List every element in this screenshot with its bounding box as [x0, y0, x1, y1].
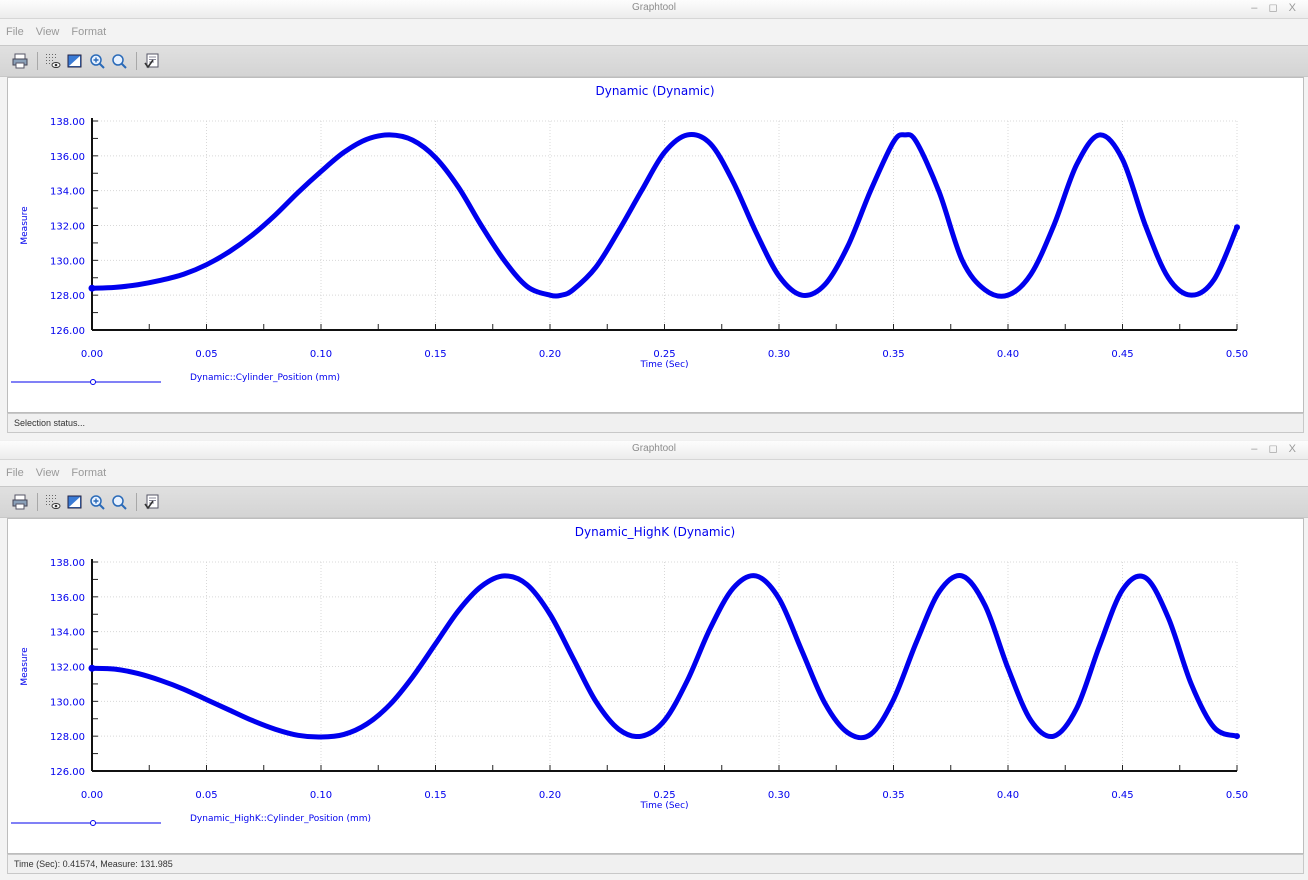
menu-bar: File View Format: [0, 460, 1308, 486]
print-icon[interactable]: [10, 51, 30, 71]
fit-icon[interactable]: [65, 51, 85, 71]
x-tick-label: 0.35: [882, 349, 904, 360]
series-end-point: [1234, 733, 1240, 740]
chart-title: Dynamic (Dynamic): [595, 84, 714, 98]
graphtool-window: Graphtool – ◻ X File View Format 0.00 0.0…: [0, 0, 1308, 433]
x-tick-label: 0.05: [195, 349, 217, 360]
chart: 0.00 0.05 0.10 0.15 0.20 0.25 0.30 0.35 0.40 0.45…: [11, 525, 1248, 826]
title-bar: Graphtool – ◻ X: [0, 0, 1308, 19]
legend-marker: [90, 379, 96, 385]
y-tick-label: 134.00: [50, 187, 85, 198]
x-tick-label: 0.40: [997, 790, 1019, 801]
menu-file[interactable]: File: [6, 26, 24, 38]
properties-icon[interactable]: [142, 51, 162, 71]
x-tick-label: 0.30: [768, 349, 790, 360]
print-icon[interactable]: [10, 492, 30, 512]
x-tick-label: 0.40: [997, 349, 1019, 360]
x-tick-label: 0.05: [195, 790, 217, 801]
legend-label: Dynamic::Cylinder_Position (mm): [190, 373, 340, 383]
title-bar: Graphtool – ◻ X: [0, 441, 1308, 460]
x-tick-label: 0.25: [653, 790, 675, 801]
series-line: [89, 573, 1240, 741]
status-bar: Time (Sec): 0.41574, Measure: 131.985: [7, 854, 1304, 874]
x-tick-label: 0.50: [1226, 790, 1248, 801]
y-tick-label: 130.00: [50, 697, 85, 708]
zoom-in-icon[interactable]: [87, 51, 107, 71]
x-tick-label: 0.15: [424, 790, 446, 801]
zoom-in-icon[interactable]: [87, 492, 107, 512]
x-tick-label: 0.00: [81, 790, 103, 801]
plot-area[interactable]: 0.00 0.05 0.10 0.15 0.20 0.25 0.30 0.35 0.40 0.45…: [7, 518, 1304, 854]
toolbar: [0, 45, 1308, 77]
y-tick-label: 130.00: [50, 256, 85, 267]
y-tick-label: 138.00: [50, 558, 85, 569]
properties-icon[interactable]: [142, 492, 162, 512]
menu-format[interactable]: Format: [71, 26, 107, 38]
zoom-icon[interactable]: [109, 51, 129, 71]
x-tick-label: 0.20: [539, 349, 561, 360]
x-tick-label: 0.20: [539, 790, 561, 801]
window-title: Graphtool: [632, 443, 676, 454]
fit-icon[interactable]: [65, 492, 85, 512]
x-tick-label: 0.25: [653, 349, 675, 360]
x-tick-label: 0.35: [882, 790, 904, 801]
status-text: Selection status...: [14, 418, 86, 428]
series-start-point: [88, 664, 96, 672]
series-start-point: [88, 284, 96, 292]
window-controls[interactable]: – ◻ X: [1251, 443, 1300, 455]
grid-icon[interactable]: [43, 51, 63, 71]
menu-view[interactable]: View: [35, 467, 60, 479]
legend-label: Dynamic_HighK::Cylinder_Position (mm): [190, 814, 371, 824]
x-tick-label: 0.30: [768, 790, 790, 801]
y-tick-label: 136.00: [50, 152, 85, 163]
y-tick-label: 136.00: [50, 593, 85, 604]
chart: 0.00 0.05 0.10 0.15 0.20 0.25 0.30 0.35 0.40 0.45…: [11, 84, 1248, 385]
graphtool-window: Graphtool – ◻ X File View Format 0.00 0.0…: [0, 441, 1308, 880]
x-tick-label: 0.45: [1111, 790, 1133, 801]
toolbar-separator: [37, 52, 38, 70]
x-axis-label: Time (Sec): [639, 360, 688, 370]
window-title: Graphtool: [632, 2, 676, 13]
status-text: Time (Sec): 0.41574, Measure: 131.985: [14, 859, 173, 869]
plot-area[interactable]: 0.00 0.05 0.10 0.15 0.20 0.25 0.30 0.35 0.40 0.45…: [7, 77, 1304, 413]
y-axis-label: Measure: [20, 647, 30, 686]
y-tick-label: 126.00: [50, 326, 85, 337]
menu-file[interactable]: File: [6, 467, 24, 479]
window-controls[interactable]: – ◻ X: [1251, 2, 1300, 14]
x-tick-label: 0.45: [1111, 349, 1133, 360]
x-tick-label: 0.15: [424, 349, 446, 360]
status-bar: Selection status...: [7, 413, 1304, 433]
menu-bar: File View Format: [0, 19, 1308, 45]
menu-format[interactable]: Format: [71, 467, 107, 479]
x-tick-label: 0.10: [310, 790, 332, 801]
chart-title: Dynamic_HighK (Dynamic): [575, 525, 735, 539]
grid-icon[interactable]: [43, 492, 63, 512]
y-tick-label: 126.00: [50, 767, 85, 778]
y-tick-label: 132.00: [50, 663, 85, 674]
x-axis-label: Time (Sec): [639, 801, 688, 811]
series-end-point: [1234, 224, 1240, 231]
y-axis-label: Measure: [20, 206, 30, 245]
series-line: [89, 132, 1240, 299]
y-tick-label: 138.00: [50, 117, 85, 128]
y-tick-label: 132.00: [50, 222, 85, 233]
x-tick-label: 0.10: [310, 349, 332, 360]
x-tick-label: 0.50: [1226, 349, 1248, 360]
toolbar-separator: [37, 493, 38, 511]
legend-marker: [90, 820, 96, 826]
y-tick-label: 134.00: [50, 628, 85, 639]
menu-view[interactable]: View: [35, 26, 60, 38]
toolbar-separator: [136, 493, 137, 511]
toolbar: [0, 486, 1308, 518]
zoom-icon[interactable]: [109, 492, 129, 512]
x-tick-label: 0.00: [81, 349, 103, 360]
toolbar-separator: [136, 52, 137, 70]
y-tick-label: 128.00: [50, 291, 85, 302]
y-tick-label: 128.00: [50, 732, 85, 743]
